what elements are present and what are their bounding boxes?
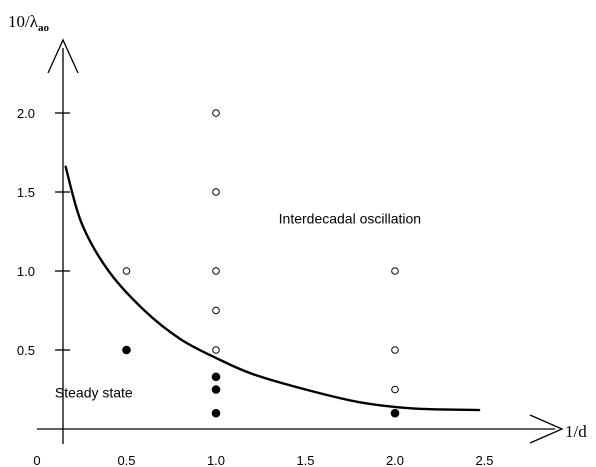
open-circle-point [212,109,220,117]
regime-boundary-curve [64,165,481,412]
open-circle-point [212,188,220,196]
filled-circle-point [390,408,400,418]
data-points [122,109,400,418]
x-axis-title: 1/d [565,422,587,441]
steady-region-label: Steady state [55,384,133,400]
x-tick-label: 0 [33,453,40,467]
y-tick-label: 1.5 [17,185,35,200]
y-axis-title-subscript: ao [38,22,50,34]
y-ticks: 0.5 1.0 1.5 2.0 [17,106,70,358]
y-axis-arrowhead [47,38,79,74]
y-axis-title-main: 10/λ [8,12,39,31]
open-circle-point [212,267,220,275]
x-tick-label: 1.5 [296,453,314,467]
y-tick-label: 2.0 [17,106,35,121]
x-axis-arrowhead [529,414,564,444]
open-circle-point [391,267,399,275]
x-axis: 1/d [37,414,587,444]
x-tick-label: 0.5 [117,453,135,467]
open-circle-point [391,346,399,354]
filled-circle-point [211,408,221,418]
y-tick-label: 0.5 [17,343,35,358]
filled-circle-point [122,345,131,355]
region-labels: Interdecadal oscillation Steady state [55,211,421,401]
filled-circle-point [211,385,221,394]
open-circle-point [391,385,399,394]
open-circle-point [122,267,131,275]
x-tick-label: 1.0 [207,453,225,467]
open-circle-point [212,306,220,315]
open-circle-point [212,346,220,354]
oscillation-region-label: Interdecadal oscillation [279,211,421,227]
y-axis: 10/λao [8,12,79,444]
y-axis-title: 10/λao [8,12,49,34]
filled-circle-point [211,372,221,382]
x-tick-label: 2.5 [475,453,493,467]
x-tick-label: 2.0 [386,453,404,467]
x-tick-labels: 0 0.5 1.0 1.5 2.0 2.5 [33,453,493,467]
y-tick-label: 1.0 [17,264,35,279]
